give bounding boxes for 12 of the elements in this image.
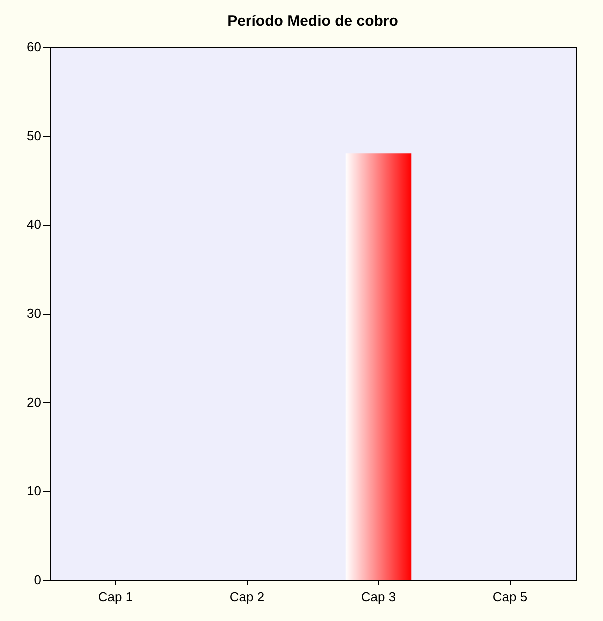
y-tick-label: 50 [27, 128, 42, 144]
y-tick-label: 60 [27, 40, 42, 54]
y-tick-label: 0 [34, 572, 42, 588]
chart-title: Período Medio de cobro [228, 13, 398, 30]
x-tick-label: Cap 3 [361, 590, 396, 604]
y-tick-label: 40 [27, 217, 42, 232]
y-tick-label: 20 [27, 394, 42, 410]
y-tick-label: 10 [27, 484, 42, 499]
x-tick-label: Cap 2 [230, 590, 265, 604]
x-tick-label: Cap 1 [98, 590, 134, 604]
x-tick-label: Cap 5 [492, 590, 528, 604]
y-tick-label: 30 [27, 306, 42, 321]
